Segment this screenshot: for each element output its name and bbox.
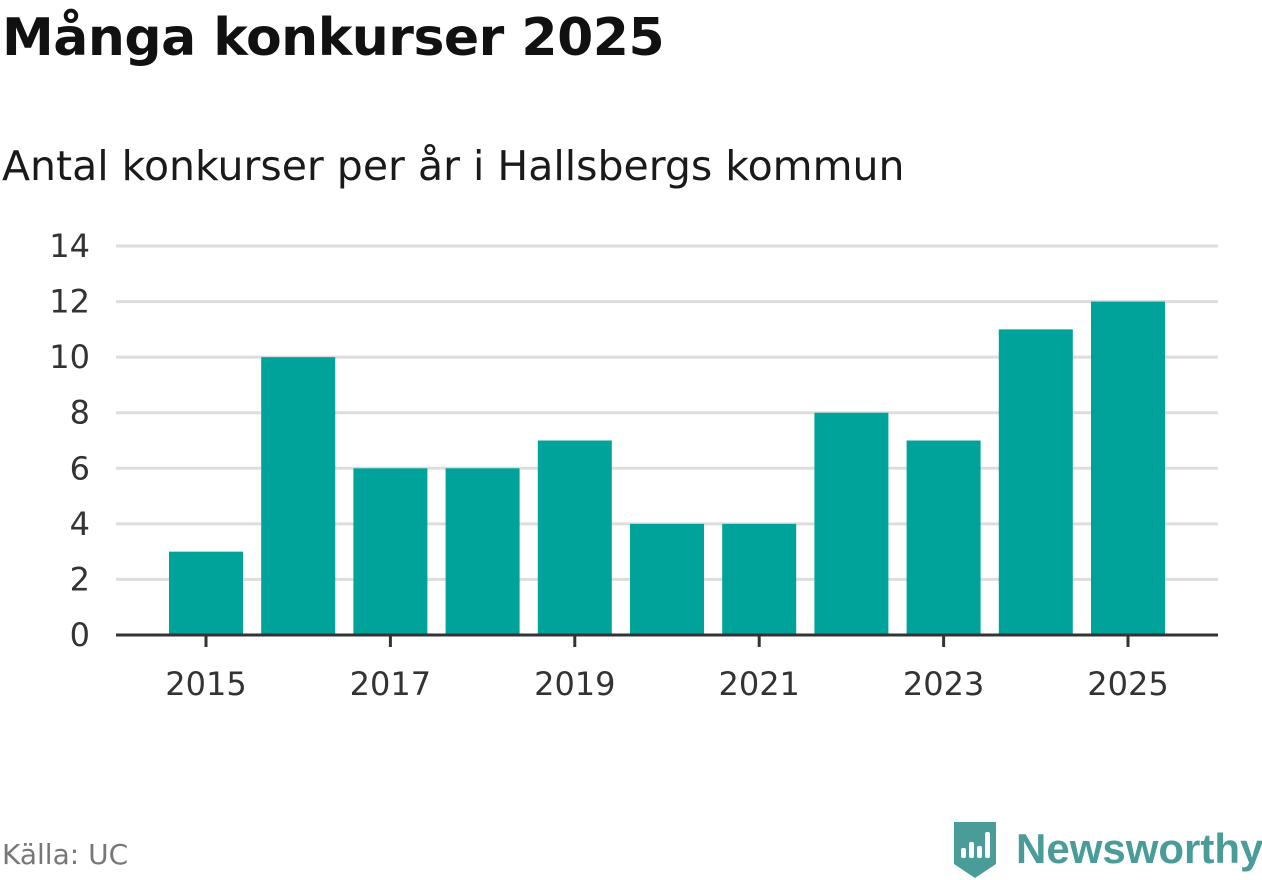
bar-2018 <box>445 468 520 635</box>
bar-2016 <box>261 357 336 635</box>
chart-title: Många konkurser 2025 <box>2 8 665 68</box>
bar-2017 <box>353 468 428 635</box>
y-tick-label-8: 8 <box>70 394 90 432</box>
source-label: Källa: UC <box>2 838 129 871</box>
y-tick-label-12: 12 <box>49 283 90 321</box>
bar-2024 <box>998 329 1073 635</box>
x-tick-label-2015: 2015 <box>165 665 246 703</box>
bar-2015 <box>169 551 243 635</box>
y-tick-label-2: 2 <box>70 560 90 598</box>
x-tick-label-2023: 2023 <box>903 665 984 703</box>
bar-2020 <box>630 523 704 635</box>
x-tick-label-2019: 2019 <box>534 665 615 703</box>
brand-logo: Newsworthy <box>950 818 1262 880</box>
bar-2021 <box>722 523 797 635</box>
chart-subtitle: Antal konkurser per år i Hallsbergs komm… <box>2 142 905 190</box>
brand-name: Newsworthy <box>1016 825 1262 872</box>
bar-2022 <box>814 412 889 635</box>
y-tick-label-6: 6 <box>70 449 90 487</box>
bar-2019 <box>537 440 612 635</box>
x-tick-label-2021: 2021 <box>718 665 799 703</box>
y-tick-label-14: 14 <box>49 227 90 265</box>
x-tick-label-2017: 2017 <box>350 665 431 703</box>
y-tick-label-10: 10 <box>49 338 90 376</box>
y-tick-label-4: 4 <box>70 505 90 543</box>
y-tick-label-0: 0 <box>70 616 90 654</box>
newsworthy-logo-icon <box>954 822 996 878</box>
x-tick-label-2025: 2025 <box>1087 665 1168 703</box>
bar-2025 <box>1091 301 1165 635</box>
bar-2023 <box>906 440 981 635</box>
